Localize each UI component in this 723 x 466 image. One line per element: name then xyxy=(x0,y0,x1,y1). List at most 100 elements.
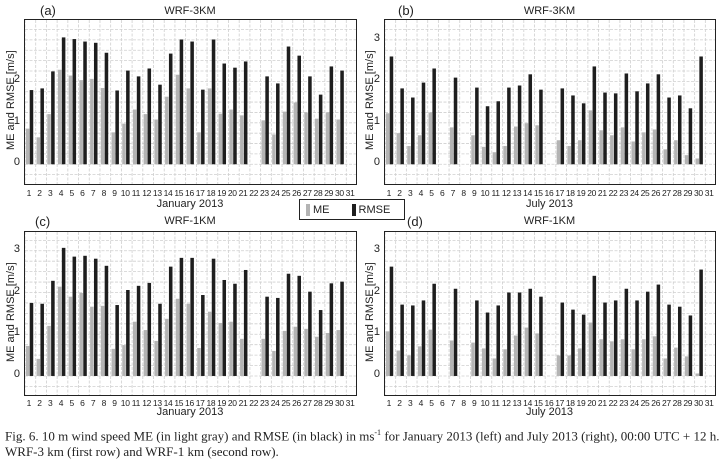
x-tick-label: 23 xyxy=(619,398,629,408)
y-tick-label: 1 xyxy=(373,326,380,339)
x-tick-label: 15 xyxy=(174,398,184,408)
rmse-bar xyxy=(318,94,323,165)
x-tick-label: 8 xyxy=(461,188,466,198)
me-bar xyxy=(684,155,689,165)
me-bar xyxy=(165,96,169,165)
x-tick-labels: 1 2 3 4 5 6 7 8 9 10 11 12 13 14 15 16 17 18 19 20 21 22 23 24 2… xyxy=(24,398,356,410)
me-bar xyxy=(588,110,593,165)
rmse-bar xyxy=(211,39,216,165)
me-bar xyxy=(695,373,700,376)
me-bar xyxy=(207,88,212,165)
me-bar xyxy=(503,146,507,165)
me-bar xyxy=(417,346,422,376)
rmse-bar xyxy=(126,290,130,376)
x-axis-label: January 2013 xyxy=(156,198,224,210)
x-tick-label: 21 xyxy=(238,188,248,198)
me-bar xyxy=(535,125,539,165)
x-axis-label: January 2013 xyxy=(156,406,224,418)
rmse-bar xyxy=(677,95,682,165)
me-bar xyxy=(610,135,614,165)
rmse-bar xyxy=(613,300,618,376)
rmse-bar xyxy=(179,257,184,376)
me-bar xyxy=(282,111,287,165)
x-tick-label: 22 xyxy=(608,398,618,408)
x-tick-label: 25 xyxy=(281,188,291,198)
me-bar xyxy=(218,113,223,165)
rmse-bar xyxy=(592,66,597,165)
rmse-bar xyxy=(400,88,404,165)
me-bar xyxy=(471,342,475,376)
x-tick-label: 4 xyxy=(58,398,64,408)
rmse-bar xyxy=(475,300,479,376)
rmse-bar xyxy=(93,258,98,376)
me-bar xyxy=(47,325,51,376)
x-tick-label: 13 xyxy=(512,398,522,408)
x-tick-label: 9 xyxy=(112,188,117,198)
rmse-bar xyxy=(147,282,152,376)
rmse-bar xyxy=(211,258,216,376)
grid-lines xyxy=(385,20,715,184)
rmse-bar xyxy=(297,275,301,376)
plot-area xyxy=(384,19,716,185)
y-tick-label: 0 xyxy=(373,156,380,169)
figure-caption: Fig. 6. 10 m wind speed ME (in light gra… xyxy=(5,425,720,460)
rmse-bar xyxy=(656,284,661,376)
rmse-bar xyxy=(115,90,119,165)
y-tick-label: 2 xyxy=(13,284,20,297)
x-tick-label: 20 xyxy=(587,188,597,198)
x-tick-label: 29 xyxy=(683,398,693,408)
rmse-bar xyxy=(286,273,291,376)
me-bar xyxy=(315,336,319,376)
me-bar xyxy=(25,345,30,376)
x-axis-label: July 2013 xyxy=(525,406,574,418)
rmse-bar xyxy=(340,70,344,165)
me-bar xyxy=(428,112,433,165)
me-bar xyxy=(620,127,625,165)
x-tick-label: 21 xyxy=(597,398,607,408)
me-bar xyxy=(428,329,433,376)
me-bar xyxy=(503,349,507,376)
me-bar xyxy=(417,135,422,165)
rmse-bar xyxy=(136,76,141,165)
me-bar xyxy=(315,118,319,165)
me-bar xyxy=(610,341,614,376)
x-tick-label: 14 xyxy=(163,188,173,198)
me-bar xyxy=(47,114,51,165)
me-bar xyxy=(325,112,330,165)
me-bar xyxy=(396,133,401,165)
me-bar xyxy=(261,338,266,376)
y-tick-label: 2 xyxy=(373,284,380,297)
x-tick-label: 12 xyxy=(501,188,511,198)
me-bar xyxy=(336,330,340,376)
rmse-bar xyxy=(308,76,312,165)
x-tick-label: 28 xyxy=(313,398,323,408)
x-tick-label: 18 xyxy=(565,188,575,198)
me-bar xyxy=(652,129,657,165)
rmse-bar xyxy=(329,66,334,165)
rmse-bar xyxy=(496,305,500,376)
me-bar xyxy=(132,109,137,165)
x-tick-label: 1 xyxy=(386,188,392,198)
x-tick-label: 20 xyxy=(227,188,237,198)
rmse-bar xyxy=(688,108,693,165)
y-tick-label: 0 xyxy=(13,156,20,169)
rmse-bar xyxy=(190,257,194,376)
rmse-bar xyxy=(276,297,280,376)
rmse-bar xyxy=(233,67,237,165)
x-tick-label: 2 xyxy=(397,188,402,198)
legend-item-rmse: RMSE xyxy=(351,203,390,216)
x-tick-label: 29 xyxy=(324,398,334,408)
rmse-bar xyxy=(635,300,639,376)
x-tick-label: 3 xyxy=(407,188,413,198)
rmse-bar xyxy=(72,256,77,376)
plot-area xyxy=(384,231,716,396)
panel-letter: (a) xyxy=(40,3,56,18)
x-tick-label: 7 xyxy=(450,398,456,408)
rmse-bar xyxy=(233,283,237,376)
x-tick-label: 31 xyxy=(704,188,714,198)
x-tick-label: 2 xyxy=(397,398,402,408)
me-bar xyxy=(218,322,223,376)
me-bar xyxy=(25,128,30,165)
me-bar xyxy=(143,114,148,165)
x-tick-label: 26 xyxy=(651,188,661,198)
